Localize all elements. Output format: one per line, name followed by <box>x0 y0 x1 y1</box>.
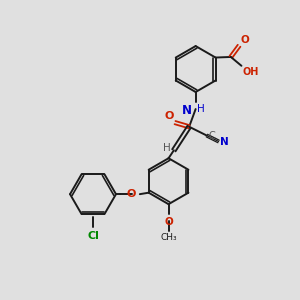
Text: O: O <box>240 34 249 45</box>
Text: O: O <box>164 217 173 226</box>
Text: H: H <box>197 104 205 114</box>
Text: O: O <box>126 189 136 199</box>
Text: C: C <box>208 131 215 141</box>
Text: N: N <box>220 137 229 147</box>
Text: H: H <box>163 143 171 153</box>
Text: O: O <box>164 111 174 121</box>
Text: Cl: Cl <box>87 231 99 241</box>
Text: N: N <box>182 104 191 117</box>
Text: CH₃: CH₃ <box>160 233 177 242</box>
Text: OH: OH <box>243 67 259 77</box>
